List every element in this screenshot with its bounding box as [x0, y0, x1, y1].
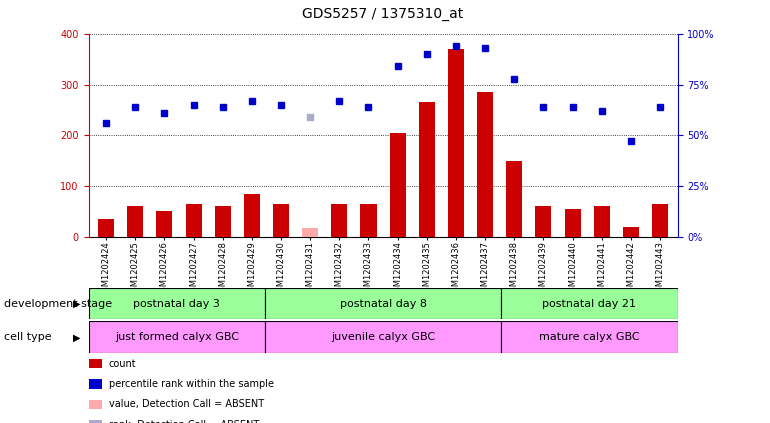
Text: juvenile calyx GBC: juvenile calyx GBC: [331, 332, 435, 342]
Bar: [535, 206, 551, 237]
Bar: [98, 219, 114, 237]
Bar: [507, 161, 522, 237]
Text: count: count: [109, 359, 136, 369]
Text: postnatal day 3: postnatal day 3: [133, 299, 220, 308]
Bar: [265, 288, 501, 319]
Bar: [273, 204, 289, 237]
Bar: [265, 321, 501, 353]
Bar: [419, 102, 435, 237]
Bar: [594, 206, 610, 237]
Bar: [302, 228, 318, 237]
Text: cell type: cell type: [4, 332, 52, 342]
Text: GDS5257 / 1375310_at: GDS5257 / 1375310_at: [303, 7, 464, 21]
Bar: [244, 194, 259, 237]
Text: development stage: development stage: [4, 299, 112, 308]
Text: postnatal day 21: postnatal day 21: [542, 299, 636, 308]
Text: mature calyx GBC: mature calyx GBC: [539, 332, 640, 342]
Bar: [501, 321, 678, 353]
Bar: [623, 227, 639, 237]
Bar: [186, 204, 202, 237]
Bar: [127, 206, 143, 237]
Text: value, Detection Call = ABSENT: value, Detection Call = ABSENT: [109, 399, 263, 409]
Text: just formed calyx GBC: just formed calyx GBC: [115, 332, 239, 342]
Bar: [360, 204, 377, 237]
Text: rank, Detection Call = ABSENT: rank, Detection Call = ABSENT: [109, 420, 259, 423]
Bar: [448, 49, 464, 237]
Bar: [652, 204, 668, 237]
Bar: [331, 204, 347, 237]
Bar: [156, 212, 172, 237]
Bar: [215, 206, 231, 237]
Text: ▶: ▶: [73, 332, 81, 342]
Text: postnatal day 8: postnatal day 8: [340, 299, 427, 308]
Bar: [390, 133, 406, 237]
Bar: [501, 288, 678, 319]
Text: ▶: ▶: [73, 299, 81, 308]
Bar: [89, 321, 265, 353]
Bar: [564, 209, 581, 237]
Bar: [89, 288, 265, 319]
Bar: [477, 92, 493, 237]
Text: percentile rank within the sample: percentile rank within the sample: [109, 379, 273, 389]
